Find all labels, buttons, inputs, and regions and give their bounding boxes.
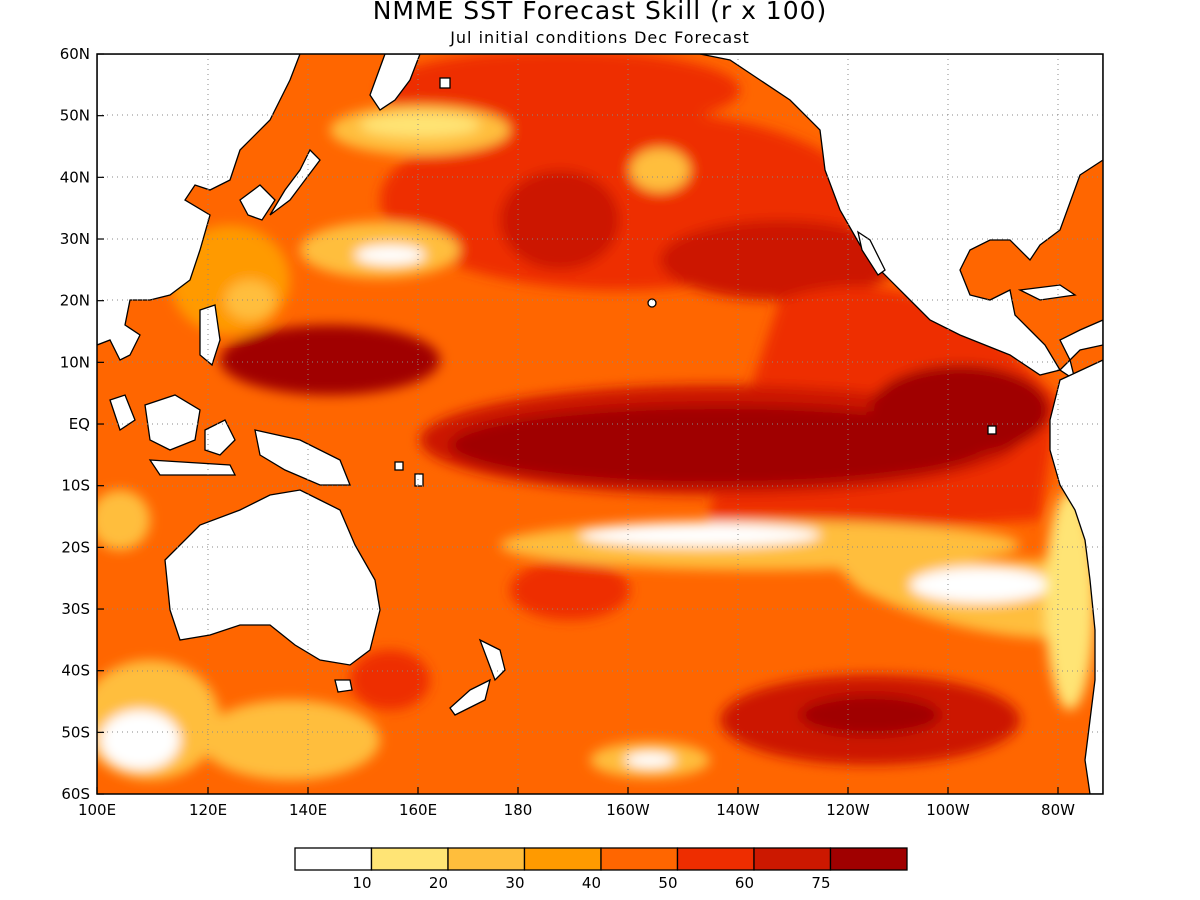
legend-swatch	[447, 847, 526, 871]
legend-swatch	[370, 847, 449, 871]
legend-label: 75	[811, 874, 830, 892]
lat-label: 50S	[61, 723, 90, 741]
lat-label: 20N	[60, 292, 90, 310]
longitude-axis: 100E 120E 140E 160E 180 160W 140W 120W 100W 80W	[78, 787, 1075, 819]
skill-field	[97, 54, 1103, 794]
legend-label: 50	[658, 874, 677, 892]
lon-label: 180	[504, 801, 533, 819]
land-masses	[97, 54, 1103, 794]
lon-label: 120W	[826, 801, 870, 819]
lon-label: 140E	[289, 801, 327, 819]
lon-label: 120E	[189, 801, 227, 819]
lat-label: 30N	[60, 230, 90, 248]
latitude-axis: 60N 50N 40N 30N 20N 10N EQ 10S 20S 30S 40S 50S 60S	[60, 45, 104, 803]
legend-swatch	[523, 847, 602, 871]
legend-swatch	[829, 847, 908, 871]
map-title: NMME SST Forecast Skill (r x 100)	[372, 0, 828, 25]
legend-swatch	[600, 847, 679, 871]
lon-label: 100E	[78, 801, 116, 819]
lat-label: 30S	[61, 600, 90, 618]
color-legend: 10 20 30 40 50 60 75	[294, 847, 908, 892]
lat-label: 40S	[61, 662, 90, 680]
lat-label: 50N	[60, 107, 90, 125]
lat-label: 20S	[61, 538, 90, 556]
lat-label: 60N	[60, 45, 90, 63]
legend-label: 30	[505, 874, 524, 892]
lon-label: 80W	[1041, 801, 1075, 819]
lat-label: 10N	[60, 353, 90, 371]
legend-label: 10	[352, 874, 371, 892]
lat-label: 60S	[61, 785, 90, 803]
lat-label: 40N	[60, 168, 90, 186]
map-subtitle: Jul initial conditions Dec Forecast	[450, 28, 750, 47]
lat-label: 10S	[61, 477, 90, 495]
legend-swatch	[676, 847, 755, 871]
lon-label: 100W	[926, 801, 970, 819]
legend-label: 60	[735, 874, 754, 892]
legend-swatch	[753, 847, 832, 871]
legend-swatch	[294, 847, 373, 871]
grid-lines	[97, 54, 1103, 794]
legend-label: 20	[429, 874, 448, 892]
lat-label: EQ	[69, 415, 90, 433]
lon-label: 140W	[716, 801, 760, 819]
legend-label: 40	[582, 874, 601, 892]
lon-label: 160W	[606, 801, 650, 819]
lon-label: 160E	[399, 801, 437, 819]
